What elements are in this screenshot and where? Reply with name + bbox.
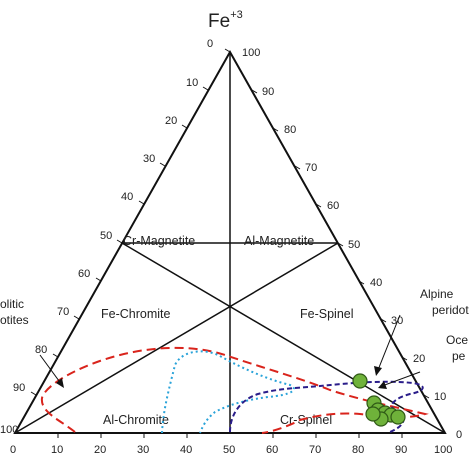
left-tick-90: 90 (13, 382, 25, 394)
right-tick-50: 50 (348, 239, 360, 251)
red-dashed-field (40, 346, 429, 434)
right-tick-20: 20 (413, 353, 425, 365)
right-tick-40: 40 (370, 277, 382, 289)
bottom-tick-90: 90 (395, 444, 407, 456)
field-cr-magnetite: Cr-Magnetite (123, 234, 195, 248)
right-note-1-line2: peridot (432, 303, 469, 317)
bottom-tick-20: 20 (94, 444, 106, 456)
apex-label: Fe+3 (208, 9, 243, 32)
diagonal-divider-left (14, 242, 339, 434)
bottom-tick-50: 50 (223, 444, 235, 456)
bottom-tick-10: 10 (51, 444, 63, 456)
bottom-tick-80: 80 (352, 444, 364, 456)
field-fe-spinel: Fe-Spinel (300, 307, 354, 321)
right-note-1-line1: Alpine (420, 287, 454, 301)
sample-points (352, 373, 406, 427)
left-tick-100: 100 (0, 424, 18, 436)
left-axis: 0 10 20 30 40 50 60 70 80 90 100 (0, 38, 231, 436)
left-tick-60: 60 (78, 268, 90, 280)
diagonal-divider-right (121, 242, 446, 434)
field-fe-chromite: Fe-Chromite (101, 307, 171, 321)
right-tick-80: 80 (284, 124, 296, 136)
cyan-dotted-field (161, 350, 295, 434)
field-al-magnetite: Al-Magnetite (244, 234, 314, 248)
right-note-2-line2: pe (452, 349, 466, 363)
bottom-tick-0: 0 (10, 444, 16, 456)
right-tick-70: 70 (305, 162, 317, 174)
left-tick-70: 70 (57, 306, 69, 318)
right-tick-10: 10 (434, 391, 446, 403)
bottom-axis: 0 10 20 30 40 50 60 70 80 90 100 (10, 433, 452, 456)
right-tick-60: 60 (327, 200, 339, 212)
bottom-tick-100: 100 (434, 444, 452, 456)
bottom-tick-70: 70 (309, 444, 321, 456)
left-tick-20: 20 (165, 115, 177, 127)
left-note-line1: olitic (0, 297, 24, 311)
left-note-line2: otites (0, 313, 29, 327)
bottom-tick-40: 40 (180, 444, 192, 456)
right-tick-0: 0 (456, 429, 462, 441)
right-tick-90: 90 (262, 86, 274, 98)
sample-point (352, 373, 368, 389)
left-tick-0: 0 (207, 38, 213, 50)
left-tick-30: 30 (143, 153, 155, 165)
field-al-chromite: Al-Chromite (103, 413, 169, 427)
bottom-tick-30: 30 (137, 444, 149, 456)
sample-point (365, 406, 381, 422)
left-tick-80: 80 (35, 344, 47, 356)
annotation-arrows (39, 314, 421, 389)
right-tick-100: 100 (242, 47, 260, 59)
left-tick-50: 50 (100, 230, 112, 242)
left-tick-40: 40 (121, 191, 133, 203)
sample-point (390, 409, 406, 425)
right-axis: 100 90 80 70 60 50 40 30 20 10 0 (242, 47, 462, 441)
right-note-2-line1: Oce (446, 333, 468, 347)
bottom-tick-60: 60 (266, 444, 278, 456)
left-tick-10: 10 (186, 77, 198, 89)
